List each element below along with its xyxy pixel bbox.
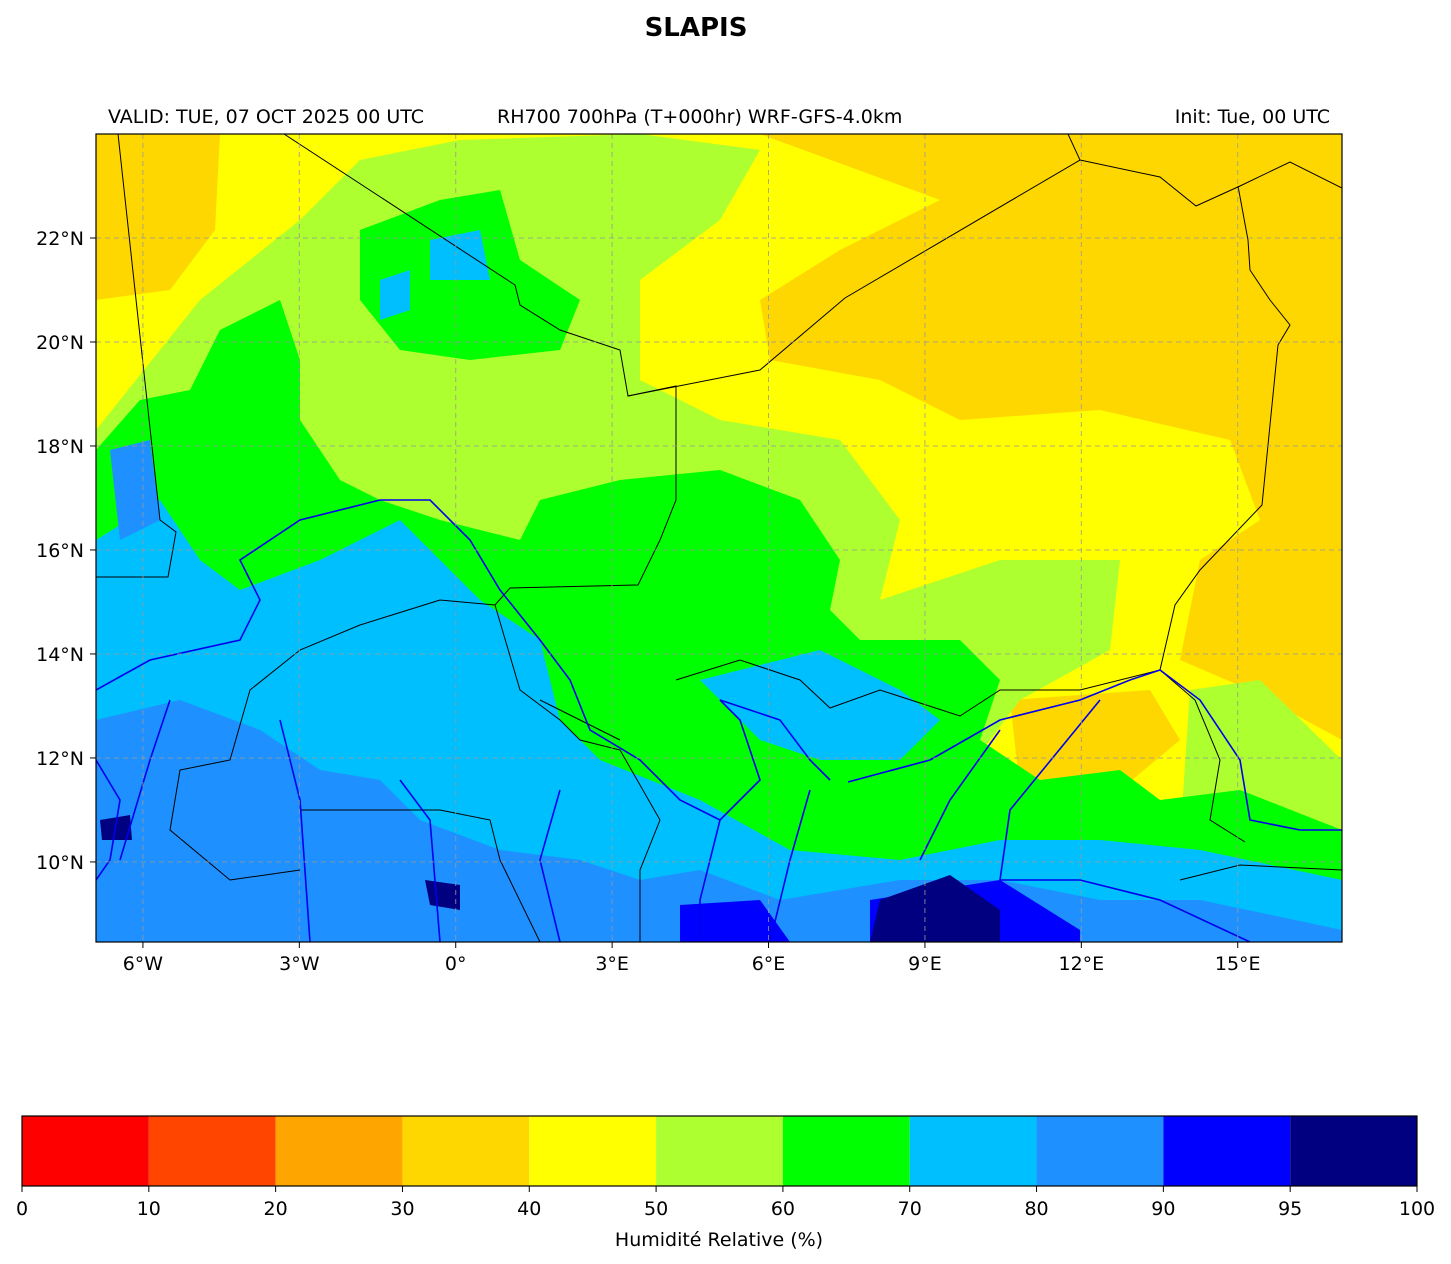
- colorbar-tick-label: 30: [390, 1198, 414, 1220]
- geography: [96, 134, 1342, 942]
- colorbar-box: [1036, 1116, 1164, 1186]
- colorbar-box: [1290, 1116, 1417, 1186]
- subtitle-left: VALID: TUE, 07 OCT 2025 00 UTC: [108, 106, 424, 128]
- x-tick-label: 6°W: [123, 953, 164, 975]
- title: SLAPIS: [645, 13, 748, 43]
- y-tick-label: 14°N: [36, 644, 84, 666]
- x-tick-label: 3°W: [279, 953, 320, 975]
- colorbar-tick-label: 100: [1399, 1198, 1435, 1220]
- colorbar-box: [148, 1116, 276, 1186]
- colorbar-tick-label: 40: [517, 1198, 541, 1220]
- x-tick-label: 12°E: [1058, 953, 1104, 975]
- x-tick-label: 3°E: [595, 953, 629, 975]
- colorbar-tick-label: 95: [1278, 1198, 1302, 1220]
- colorbar-box: [275, 1116, 403, 1186]
- colorbar-tick-label: 90: [1151, 1198, 1175, 1220]
- colorbar-tick-label: 60: [771, 1198, 795, 1220]
- y-tick-label: 18°N: [36, 436, 84, 458]
- colorbar-box: [782, 1116, 910, 1186]
- colorbar-box: [529, 1116, 657, 1186]
- subtitle-center: RH700 700hPa (T+000hr) WRF-GFS-4.0km: [497, 106, 902, 128]
- colorbar-box: [402, 1116, 530, 1186]
- x-tick-label: 0°: [445, 953, 467, 975]
- colorbar-box: [656, 1116, 783, 1186]
- axes: 6°W 3°W 0° 3°E 6°E 9°E 12°E 15°E 10°N 12°N 14°N 16°…: [36, 134, 1342, 975]
- colorbar-box: [22, 1116, 149, 1186]
- subtitle-right: Init: Tue, 00 UTC: [1175, 106, 1330, 128]
- y-tick-label: 22°N: [36, 228, 84, 250]
- y-tick-label: 20°N: [36, 332, 84, 354]
- colorbar-tick-label: 20: [264, 1198, 288, 1220]
- colorbar-label: Humidité Relative (%): [615, 1229, 823, 1251]
- colorbar-tick-label: 10: [137, 1198, 161, 1220]
- y-tick-label: 16°N: [36, 540, 84, 562]
- colorbar-frame: [21, 1115, 1418, 1187]
- colorbar-tick-label: 80: [1024, 1198, 1048, 1220]
- x-tick-label: 6°E: [752, 953, 786, 975]
- y-tick-label: 10°N: [36, 852, 84, 874]
- colorbar-tick-label: 50: [644, 1198, 668, 1220]
- x-tick-label: 9°E: [908, 953, 942, 975]
- y-tick-label: 12°N: [36, 748, 84, 770]
- colorbar-box: [909, 1116, 1037, 1186]
- colorbar-tick-label: 70: [898, 1198, 922, 1220]
- colorbar-box: [1163, 1116, 1291, 1186]
- colorbar-tick-label: 0: [16, 1198, 28, 1220]
- map-frame: [95, 133, 1343, 943]
- x-tick-label: 15°E: [1215, 953, 1261, 975]
